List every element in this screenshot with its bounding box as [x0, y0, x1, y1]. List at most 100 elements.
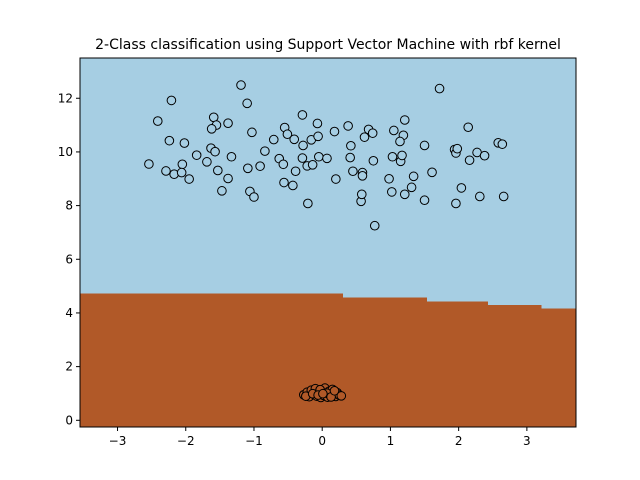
data-point — [387, 151, 398, 162]
data-point — [346, 140, 356, 151]
data-point — [307, 160, 318, 170]
lower-region-step-0 — [80, 293, 344, 427]
data-point — [331, 174, 341, 184]
data-point — [236, 80, 246, 90]
decision-regions — [80, 58, 577, 427]
data-point — [161, 166, 171, 176]
y-axis: 0 2 4 6 8 10 12 — [58, 91, 80, 427]
y-tick-label: 4 — [65, 306, 73, 320]
data-point — [223, 118, 233, 129]
data-point — [343, 121, 353, 131]
data-point — [297, 153, 308, 163]
data-point — [386, 187, 397, 197]
lower-region-step-2 — [426, 301, 488, 427]
data-point — [312, 118, 323, 129]
data-point — [243, 163, 253, 174]
data-point — [419, 195, 430, 206]
data-point — [464, 155, 475, 166]
data-point — [249, 192, 259, 202]
lower-region-step-1 — [342, 297, 428, 427]
data-point — [268, 134, 279, 145]
data-point — [322, 153, 332, 164]
data-point — [144, 159, 154, 169]
plot-frame — [79, 57, 577, 428]
data-point — [451, 198, 461, 209]
data-point — [226, 151, 237, 162]
data-point — [242, 98, 252, 109]
data-point — [298, 140, 308, 151]
plot-area — [79, 57, 577, 428]
data-point — [152, 116, 163, 126]
data-point — [290, 166, 301, 177]
data-point — [384, 173, 394, 184]
data-point — [191, 150, 202, 160]
data-point — [389, 125, 399, 136]
lower-region-step-3 — [487, 304, 542, 427]
data-point — [213, 165, 223, 176]
data-point — [356, 189, 367, 200]
data-point — [166, 95, 177, 106]
data-point — [395, 136, 405, 147]
data-point — [369, 220, 380, 231]
data-point — [176, 167, 187, 178]
data-point — [427, 167, 437, 178]
data-point — [419, 140, 430, 151]
x-tick-label: −1 — [245, 434, 263, 448]
data-point — [179, 138, 190, 148]
data-point — [475, 191, 485, 202]
data-point — [367, 128, 378, 138]
class-0-points — [298, 383, 347, 403]
data-point — [368, 155, 379, 166]
data-point — [223, 173, 233, 184]
data-point — [303, 198, 313, 209]
data-point — [336, 391, 347, 401]
data-point — [479, 150, 490, 161]
y-tick-label: 8 — [65, 199, 73, 213]
class-1-points — [144, 80, 509, 231]
data-point — [217, 186, 227, 196]
data-point — [206, 124, 217, 134]
data-point — [348, 166, 358, 177]
data-point — [210, 146, 220, 157]
data-point — [357, 171, 368, 181]
data-point — [255, 161, 265, 171]
y-tick-label: 0 — [65, 413, 73, 427]
data-point — [297, 110, 308, 120]
data-point — [260, 146, 270, 156]
x-axis: −3 −2 −1 0 1 2 3 — [109, 427, 531, 448]
data-point — [313, 131, 323, 142]
data-point — [202, 157, 212, 167]
data-point — [452, 143, 463, 154]
data-point — [313, 151, 324, 162]
data-point — [279, 177, 289, 188]
data-point — [406, 182, 417, 193]
chart-title: 2-Class classification using Support Vec… — [95, 37, 561, 53]
y-tick-label: 12 — [58, 91, 73, 105]
x-tick-label: 1 — [387, 434, 395, 448]
data-point — [359, 132, 370, 142]
data-point — [498, 191, 509, 202]
data-point — [497, 139, 508, 149]
data-point — [318, 388, 328, 399]
x-tick-label: 3 — [523, 434, 531, 448]
data-point — [456, 183, 467, 193]
data-point — [434, 83, 445, 94]
data-point — [282, 129, 293, 140]
data-point — [329, 385, 340, 396]
x-tick-label: 0 — [318, 434, 326, 448]
data-point — [289, 134, 300, 145]
lower-region-step-4 — [541, 308, 577, 427]
data-point — [278, 159, 289, 170]
y-tick-label: 10 — [58, 145, 73, 159]
data-point — [329, 126, 340, 137]
data-point — [247, 127, 257, 138]
y-tick-label: 2 — [65, 360, 73, 374]
data-point — [345, 152, 355, 163]
data-point — [184, 174, 194, 184]
data-point — [177, 159, 188, 170]
data-point — [164, 135, 175, 146]
data-point — [463, 122, 474, 133]
x-tick-label: 2 — [455, 434, 463, 448]
data-point — [399, 189, 410, 200]
